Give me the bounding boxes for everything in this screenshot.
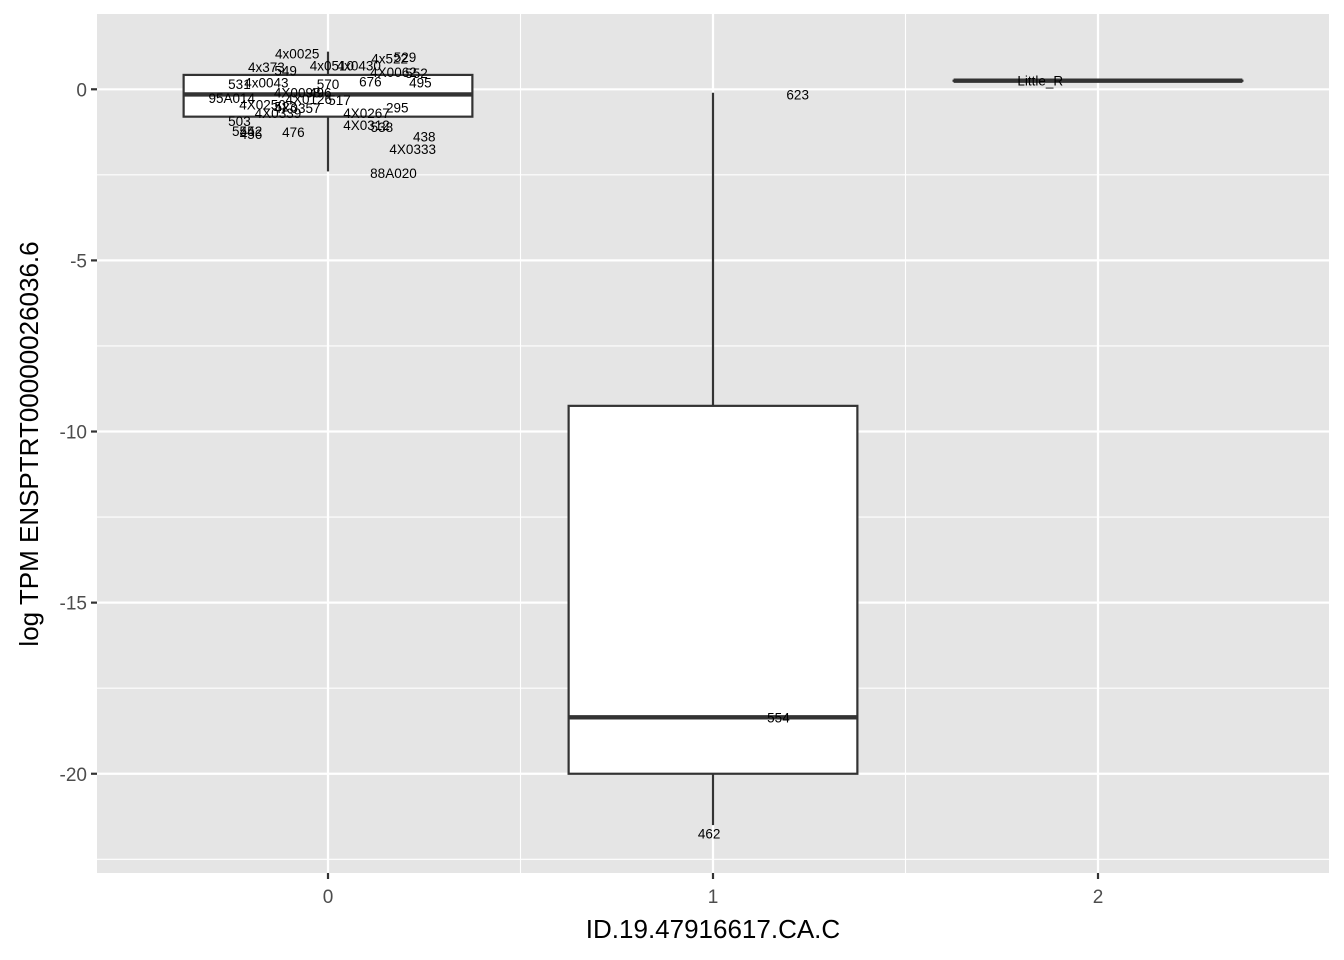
point-label: 4X0357 — [274, 101, 321, 116]
point-label: 538 — [371, 120, 394, 135]
point-label: 676 — [359, 74, 382, 89]
point-label: 623 — [786, 87, 809, 102]
point-label: 476 — [282, 125, 305, 140]
point-label: 552 — [405, 66, 428, 81]
point-label: 4x0510 — [310, 58, 354, 73]
x-tick-label: 2 — [1093, 887, 1104, 908]
point-label: 496 — [309, 86, 332, 101]
boxes — [182, 51, 1244, 826]
point-label: 549 — [274, 63, 297, 78]
point-label: 4X0062 — [370, 65, 417, 80]
x-axis: 0 1 2 — [323, 873, 1104, 908]
point-label: 88A020 — [370, 166, 417, 181]
point-label: 495 — [409, 75, 432, 90]
y-axis-title: log TPM ENSPTRT00000026036.6 — [14, 241, 44, 646]
point-label: 456 — [240, 127, 263, 142]
point-label: 438 — [413, 130, 436, 145]
point-label: 4X0267 — [343, 106, 390, 121]
x-tick-label: 1 — [708, 887, 719, 908]
x-axis-title: ID.19.47916617.CA.C — [586, 914, 840, 944]
box-category-1 — [567, 404, 859, 775]
point-label: 4x0430 — [337, 58, 381, 73]
point-label: 529 — [394, 50, 417, 65]
point-label: 4X0126 — [285, 92, 332, 107]
point-label: 4X0339 — [255, 106, 302, 121]
point-label: 554 — [767, 710, 790, 725]
point-label: 554 — [232, 124, 255, 139]
y-tick-label: -20 — [60, 765, 87, 786]
point-label: 4x522 — [371, 51, 408, 66]
point-label: 531 — [228, 77, 251, 92]
point-label: 4X0312 — [343, 118, 390, 133]
y-axis: 0 -5 -10 -15 -20 — [60, 80, 97, 786]
point-label: 503 — [228, 114, 251, 129]
point-label: 295 — [386, 100, 409, 115]
y-tick-label: 0 — [76, 80, 87, 101]
point-label: 4x0043 — [244, 75, 288, 90]
point-label: 570 — [317, 77, 340, 92]
y-tick-label: -10 — [60, 423, 87, 444]
point-label: 4X0098 — [274, 86, 321, 101]
point-label: 452 — [240, 124, 263, 139]
point-label: 4X0333 — [389, 142, 436, 157]
point-label: 523 — [274, 99, 297, 114]
point-label: 462 — [698, 827, 721, 842]
x-tick-label: 0 — [323, 887, 334, 908]
point-label: 4X0250 — [239, 98, 286, 113]
point-label: 517 — [328, 93, 351, 108]
point-label: 4x373 — [248, 60, 285, 75]
point-label: 4x0025 — [275, 46, 319, 61]
point-label: Little_R — [1017, 74, 1063, 89]
y-tick-label: -5 — [70, 251, 87, 272]
y-tick-label: -15 — [60, 594, 87, 615]
point-label: 95A014 — [208, 91, 255, 106]
